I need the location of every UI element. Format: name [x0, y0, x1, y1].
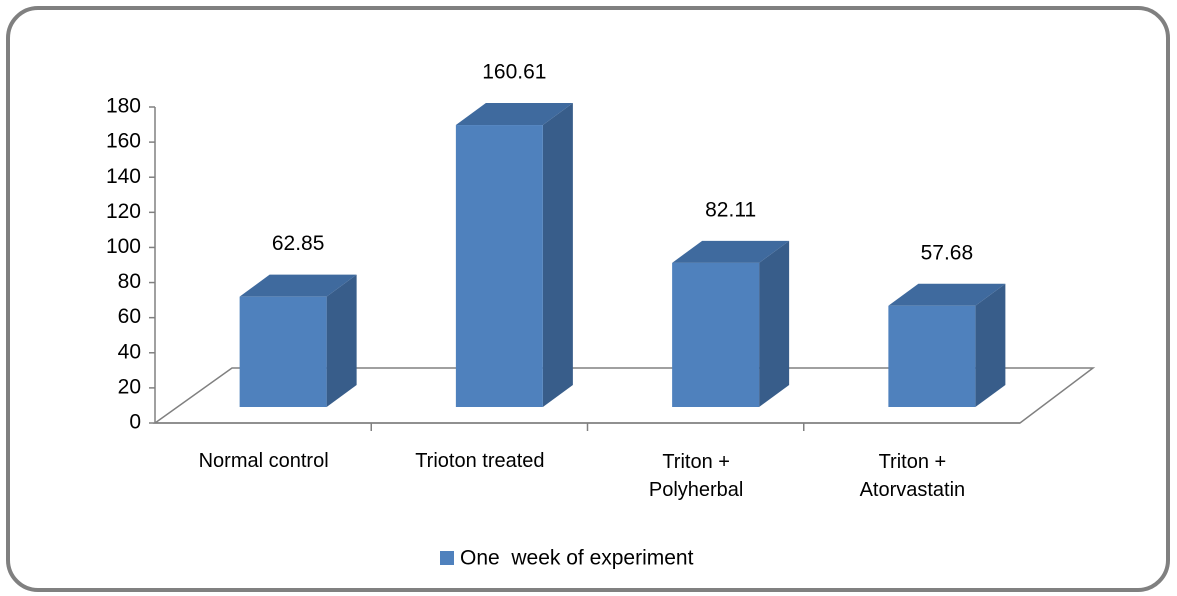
x-tick-label: Trioton treated: [415, 450, 545, 472]
data-label: 82.11: [705, 198, 756, 221]
y-tick-label: 40: [118, 340, 141, 363]
y-tick-label: 20: [118, 375, 141, 398]
y-tick-label: 180: [106, 95, 141, 118]
y-tick-label: 0: [129, 411, 141, 434]
bar-top: [672, 240, 790, 263]
y-tick-label: 120: [106, 200, 141, 223]
data-label: 57.68: [921, 241, 974, 264]
bar: [672, 262, 760, 407]
data-label: 62.85: [272, 232, 325, 255]
bar: [455, 125, 543, 407]
bar: [888, 305, 976, 407]
x-tick-label: Triton + Atorvastatin: [859, 451, 966, 501]
bar-side: [326, 274, 357, 407]
x-tick-label: Normal control: [198, 450, 329, 472]
y-tick-label: 160: [106, 130, 141, 153]
x-tick-label: Triton + Polyherbal: [648, 451, 744, 501]
bar-top: [239, 274, 357, 297]
bar-side: [759, 240, 790, 407]
data-label: 160.61: [482, 61, 546, 84]
y-tick-label: 80: [118, 270, 141, 293]
chart-frame: [6, 6, 1170, 592]
y-tick-label: 100: [106, 235, 141, 258]
bar-top: [455, 103, 573, 126]
bar-top: [888, 283, 1006, 306]
bar-side: [542, 103, 573, 407]
y-tick-label: 140: [106, 165, 141, 188]
legend-swatch: [440, 551, 454, 565]
legend-label: One week of experiment: [460, 547, 694, 570]
bar-side: [975, 283, 1006, 407]
y-tick-label: 60: [118, 305, 141, 328]
bar: [239, 296, 327, 407]
